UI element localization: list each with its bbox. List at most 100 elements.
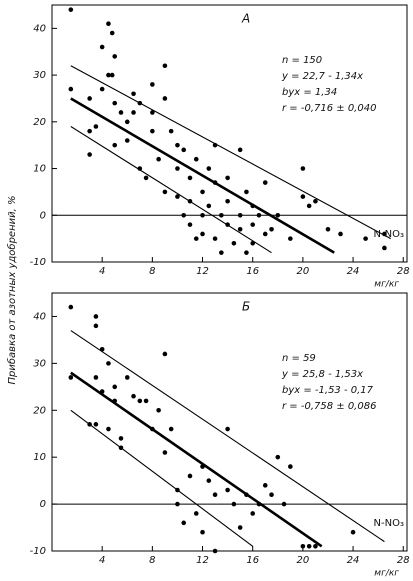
annotation: n = 150 [282,55,322,66]
data-point [262,483,268,488]
data-point [181,520,187,526]
y-tick-label: -10 [30,546,46,557]
data-point [162,189,168,195]
data-point [181,147,187,153]
regression-line [70,330,385,543]
data-point [87,128,92,134]
data-point [93,314,99,319]
data-point [99,86,105,92]
data-point [106,426,111,432]
data-point [93,323,99,329]
data-point [118,445,124,451]
y-tick-label: 0 [40,210,46,221]
data-point [112,142,118,148]
data-point [99,44,105,50]
y-tick-label: 30 [33,358,46,369]
data-point [143,398,149,404]
data-point [200,529,205,535]
data-point [300,166,306,171]
data-point [212,492,218,498]
data-point [313,544,318,549]
x-tick-label: 24 [347,266,360,277]
annotation: r = -0,716 ± 0,040 [282,103,376,114]
data-point [168,128,174,134]
x-tick-label: 4 [99,266,105,277]
regression-line [70,409,254,547]
y-tick-label: 20 [33,405,46,416]
data-point [212,548,218,554]
data-point [281,501,287,507]
x-tick-label: 20 [297,266,310,277]
data-point [350,529,356,535]
x-tick-label: 8 [149,555,155,566]
data-point [156,407,161,413]
data-point [244,250,249,255]
data-point [363,236,368,241]
annotation: y = 22,7 - 1,34x [281,71,363,82]
x-tick-label: 20 [297,555,310,566]
data-point [175,501,180,507]
side-label: N-NO₃ [374,518,404,529]
data-point [112,398,118,404]
data-point [212,180,218,185]
data-point [237,525,243,530]
data-point [87,96,92,101]
data-point [256,212,262,218]
data-point [250,222,256,227]
data-point [118,436,124,441]
data-point [168,426,174,432]
data-point [124,138,130,143]
data-point [212,236,218,241]
side-label: N-NO₃ [374,229,404,240]
data-point [68,304,74,310]
y-axis-title: Прибавка от азотных удобрений, % [6,196,18,385]
data-point [106,21,111,26]
x-tick-label: 4 [99,555,105,566]
data-point [382,231,387,237]
data-point [382,245,387,251]
data-point [150,82,155,87]
data-point [137,166,143,171]
data-point [225,426,230,432]
data-point [109,72,115,78]
y-tick-label: 10 [33,452,46,463]
x-tick-label: 28 [397,555,410,566]
x-tick-label: 24 [347,555,360,566]
data-point [87,152,92,157]
data-point [187,222,193,227]
panel-label: Б [242,300,250,314]
data-point [219,212,224,218]
data-point [237,212,243,218]
data-point [231,241,237,246]
data-point [162,63,168,69]
y-tick-label: 10 [33,164,46,175]
data-point [93,422,99,427]
data-point [131,91,136,97]
data-point [225,222,230,227]
data-point [175,166,180,171]
data-point [175,487,180,493]
data-point [162,450,168,455]
data-point [156,156,161,162]
plot-frame [51,292,408,552]
data-point [300,544,306,549]
annotation: byx = -1,53 - 0,17 [282,385,374,396]
x-tick-label: 12 [196,266,209,277]
x-tick-label: 8 [149,266,155,277]
data-point [124,375,130,380]
data-point [212,142,218,148]
data-point [275,212,281,218]
data-point [193,156,199,162]
data-point [187,198,193,204]
annotation: n = 59 [282,353,316,364]
data-point [118,110,124,115]
y-tick-label: 0 [40,499,46,510]
data-point [250,511,256,516]
data-point [112,384,118,390]
data-point [112,54,118,59]
data-point [306,544,312,549]
x-tick-label: 12 [196,555,209,566]
data-point [262,231,268,237]
data-point [200,189,205,195]
